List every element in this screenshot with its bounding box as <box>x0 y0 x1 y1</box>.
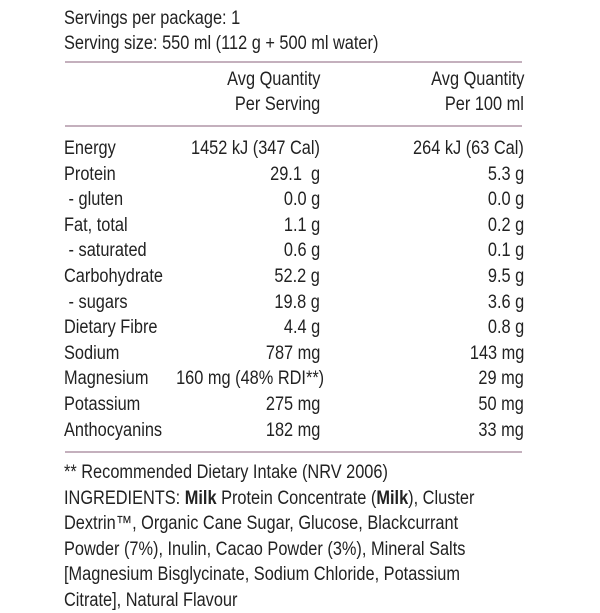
row-per-serving: 1452 kJ (347 Cal) <box>191 136 320 161</box>
table-row: Fat, total 1.1 g 0.2 g <box>64 213 524 239</box>
row-label: Anthocyanins <box>64 418 162 443</box>
row-per-serving: 4.4 g <box>284 315 320 340</box>
row-label: Fat, total <box>64 213 128 238</box>
row-label: Energy <box>64 136 116 161</box>
table-row: Magnesium 160 mg (48% RDI**) 29 mg <box>64 366 524 392</box>
table-row: - sugars 19.8 g 3.6 g <box>64 290 524 316</box>
column-header-per-100ml: Avg Quantity Per 100 ml <box>416 67 524 117</box>
row-per-serving: 52.2 g <box>275 264 320 289</box>
divider-bottom <box>65 451 522 453</box>
ingredients-block: ** Recommended Dietary Intake (NRV 2006)… <box>64 460 528 613</box>
divider-header <box>65 125 522 127</box>
row-per-100ml: 3.6 g <box>488 290 524 315</box>
row-per-serving: 275 mg <box>265 392 320 417</box>
ingredients-line-2: Dextrin™, Organic Cane Sugar, Glucose, B… <box>64 511 528 537</box>
ingredients-prefix: INGREDIENTS: <box>64 488 185 509</box>
ingredients-line-3: Powder (7%), Inulin, Cacao Powder (3%), … <box>64 537 528 563</box>
table-row: - gluten 0.0 g 0.0 g <box>64 187 524 213</box>
row-label: - sugars <box>64 290 128 315</box>
table-row: Dietary Fibre 4.4 g 0.8 g <box>64 315 524 341</box>
divider-top <box>65 61 522 63</box>
column-header-per-serving-line1: Avg Quantity <box>227 67 320 92</box>
ingredients-text: ), Cluster <box>408 488 474 509</box>
row-per-100ml: 5.3 g <box>488 162 524 187</box>
row-per-serving: 0.6 g <box>284 238 320 263</box>
row-per-serving: 0.0 g <box>284 187 320 212</box>
footnote: ** Recommended Dietary Intake (NRV 2006) <box>64 460 528 486</box>
ingredients-line-5: Citrate], Natural Flavour <box>64 588 528 613</box>
table-row: - saturated 0.6 g 0.1 g <box>64 238 524 264</box>
table-row: Energy 1452 kJ (347 Cal) 264 kJ (63 Cal) <box>64 136 524 162</box>
row-per-100ml: 0.2 g <box>488 213 524 238</box>
row-per-100ml: 264 kJ (63 Cal) <box>413 136 524 161</box>
ingredients-line-1: INGREDIENTS: Milk Protein Concentrate (M… <box>64 486 528 512</box>
servings-per-package: Servings per package: 1 <box>64 6 240 31</box>
allergen-milk: Milk <box>185 488 217 509</box>
row-per-serving: 160 mg (48% RDI**) <box>176 366 324 391</box>
column-header-per-serving: Avg Quantity Per Serving <box>212 67 320 117</box>
row-label: Carbohydrate <box>64 264 163 289</box>
row-label: Magnesium <box>64 366 148 391</box>
row-per-serving: 29.1 g <box>270 162 320 187</box>
row-per-serving: 787 mg <box>265 341 320 366</box>
column-header-per-100ml-line2: Per 100 ml <box>445 92 524 117</box>
row-label: Potassium <box>64 392 140 417</box>
table-row: Anthocyanins 182 mg 33 mg <box>64 418 524 444</box>
row-per-100ml: 50 mg <box>479 392 524 417</box>
allergen-milk: Milk <box>376 488 408 509</box>
ingredients-text: Protein Concentrate ( <box>217 488 377 509</box>
row-label: Dietary Fibre <box>64 315 158 340</box>
row-per-100ml: 0.0 g <box>488 187 524 212</box>
serving-size: Serving size: 550 ml (112 g + 500 ml wat… <box>64 31 378 56</box>
row-per-serving: 19.8 g <box>275 290 320 315</box>
row-label: - gluten <box>64 187 123 212</box>
column-header-per-serving-line2: Per Serving <box>235 92 320 117</box>
row-per-100ml: 9.5 g <box>488 264 524 289</box>
row-per-100ml: 143 mg <box>469 341 524 366</box>
row-per-100ml: 33 mg <box>479 418 524 443</box>
table-row: Protein 29.1 g 5.3 g <box>64 162 524 188</box>
column-header-per-100ml-line1: Avg Quantity <box>431 67 524 92</box>
row-per-100ml: 0.1 g <box>488 238 524 263</box>
row-per-100ml: 0.8 g <box>488 315 524 340</box>
table-row: Sodium 787 mg 143 mg <box>64 341 524 367</box>
row-label: Sodium <box>64 341 119 366</box>
row-label: Protein <box>64 162 116 187</box>
row-per-serving: 1.1 g <box>284 213 320 238</box>
row-per-serving: 182 mg <box>265 418 320 443</box>
table-row: Potassium 275 mg 50 mg <box>64 392 524 418</box>
ingredients-line-4: [Magnesium Bisglycinate, Sodium Chloride… <box>64 562 528 588</box>
row-label: - saturated <box>64 238 147 263</box>
row-per-100ml: 29 mg <box>479 366 524 391</box>
table-row: Carbohydrate 52.2 g 9.5 g <box>64 264 524 290</box>
